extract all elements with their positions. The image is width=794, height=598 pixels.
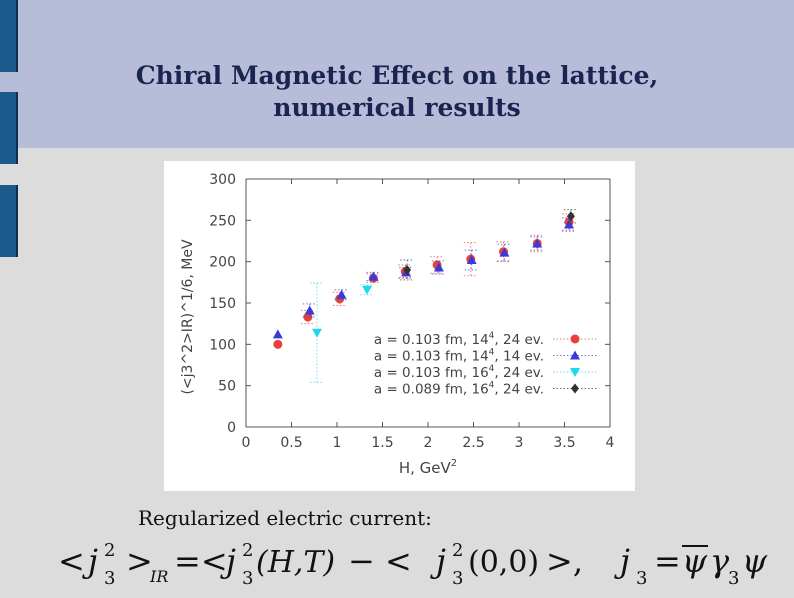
x-tick-label: 3	[515, 435, 524, 451]
y-tick-label: 0	[227, 420, 236, 436]
legend-label: a = 0.103 fm, 164, 24 ev.	[374, 364, 544, 381]
formula-exp-2: 2	[242, 540, 253, 561]
formula-eq-lt: =<	[174, 542, 228, 580]
data-point	[362, 285, 373, 295]
data-point	[566, 211, 575, 222]
legend-label-sup: 4	[489, 364, 495, 374]
x-tick-label: 4	[606, 435, 615, 451]
legend-marker	[570, 368, 580, 377]
formula-gamma-sub: 3	[728, 568, 739, 589]
y-axis-label: (<j3^2>IR)^1/6, MeV	[180, 239, 196, 395]
y-tick-label: 300	[209, 172, 236, 188]
legend-label-main: a = 0.089 fm, 16	[374, 382, 489, 398]
slide-title-line-2: numerical results	[273, 93, 521, 122]
formula-sub-3: 3	[452, 568, 463, 589]
y-tick-label: 200	[209, 255, 236, 271]
slide-title-line-1: Chiral Magnetic Effect on the lattice,	[135, 61, 659, 90]
data-point	[311, 328, 322, 338]
formula: < j 2 3 > IR =< j 2 3 (H,T) − < j 2 3 (0…	[58, 536, 778, 594]
legend-label: a = 0.089 fm, 164, 24 ev.	[374, 381, 544, 398]
y-tick-label: 250	[209, 213, 236, 229]
chart-panel: 0 0.5 1 1.5 2 2.5 3 3.5 4 0 50 100 150 200 250 300 H, Ge…	[164, 161, 635, 491]
formula-exp-1: 2	[104, 540, 115, 561]
x-tick-label: 2	[424, 435, 433, 451]
caption-text: Regularized electric current:	[138, 506, 432, 530]
data-point	[368, 271, 379, 281]
formula-exp-3: 2	[452, 540, 463, 561]
y-tick-label: 150	[209, 296, 236, 312]
legend-marker	[571, 383, 579, 394]
legend-label-sup: 4	[489, 348, 495, 358]
formula-def-sub: 3	[636, 568, 647, 589]
slide-header	[0, 0, 794, 148]
legend-label: a = 0.103 fm, 144, 24 ev.	[374, 331, 544, 348]
formula-lt-1: <	[58, 542, 85, 580]
x-tick-label: 2.5	[462, 435, 484, 451]
formula-psi: ψ	[742, 542, 768, 580]
formula-gt-comma: >,	[546, 542, 583, 580]
legend-label-sup: 4	[489, 331, 495, 341]
formula-gt-1: >	[126, 542, 153, 580]
data-point	[433, 262, 444, 272]
y-tick-label: 50	[218, 379, 236, 395]
side-bar-block-2	[0, 92, 18, 164]
legend-label-tail: , 14 ev.	[494, 349, 544, 365]
legend-marker	[570, 350, 580, 360]
x-tick-label: 3.5	[553, 435, 575, 451]
formula-psi-bar: ψ	[682, 542, 708, 580]
formula-gamma: γ	[710, 542, 730, 580]
formula-def-j: j	[614, 542, 630, 580]
data-point	[564, 219, 575, 229]
data-point	[466, 255, 477, 265]
legend-label-tail: , 24 ev.	[494, 365, 544, 381]
formula-sub-2: 3	[242, 568, 253, 589]
data-point	[499, 247, 510, 257]
formula-ir-sub: IR	[149, 567, 168, 586]
data-point	[272, 329, 283, 339]
legend-label-main: a = 0.103 fm, 14	[374, 332, 489, 348]
data-point	[304, 305, 315, 315]
slide-title: Chiral Magnetic Effect on the lattice, n…	[0, 60, 794, 124]
data-point	[403, 264, 412, 275]
x-tick-label: 1	[333, 435, 342, 451]
formula-arg-2: (0,0)	[468, 545, 539, 580]
x-tick-label: 0	[242, 435, 251, 451]
data-point	[336, 289, 347, 299]
legend-label-tail: , 24 ev.	[494, 332, 544, 348]
x-tick-label: 1.5	[371, 435, 393, 451]
x-axis-label: H, GeV2	[399, 458, 457, 477]
formula-def-eq: =	[654, 542, 681, 580]
x-tick-label: 0.5	[280, 435, 302, 451]
formula-sub-1: 3	[104, 568, 115, 589]
data-point	[532, 238, 543, 248]
legend-label-main: a = 0.103 fm, 14	[374, 349, 489, 365]
formula-j-3: j	[430, 542, 446, 580]
y-tick-label: 100	[209, 337, 236, 353]
formula-minus-lt: − <	[348, 542, 412, 580]
x-axis-label-sup: 2	[451, 458, 457, 469]
side-bar-block-3	[0, 185, 18, 257]
scatter-chart: 0 0.5 1 1.5 2 2.5 3 3.5 4 0 50 100 150 200 250 300 H, Ge…	[180, 172, 615, 477]
data-point	[273, 339, 283, 349]
legend-label-main: a = 0.103 fm, 16	[374, 365, 489, 381]
side-bar-block-1	[0, 0, 18, 72]
formula-arg-1: (H,T)	[256, 545, 335, 580]
legend-marker	[570, 334, 580, 344]
legend-label-sup: 4	[489, 381, 495, 391]
formula-svg: < j 2 3 > IR =< j 2 3 (H,T) − < j 2 3 (0…	[58, 540, 768, 589]
legend-label-tail: , 24 ev.	[494, 382, 544, 398]
legend-label: a = 0.103 fm, 144, 14 ev.	[374, 348, 544, 365]
